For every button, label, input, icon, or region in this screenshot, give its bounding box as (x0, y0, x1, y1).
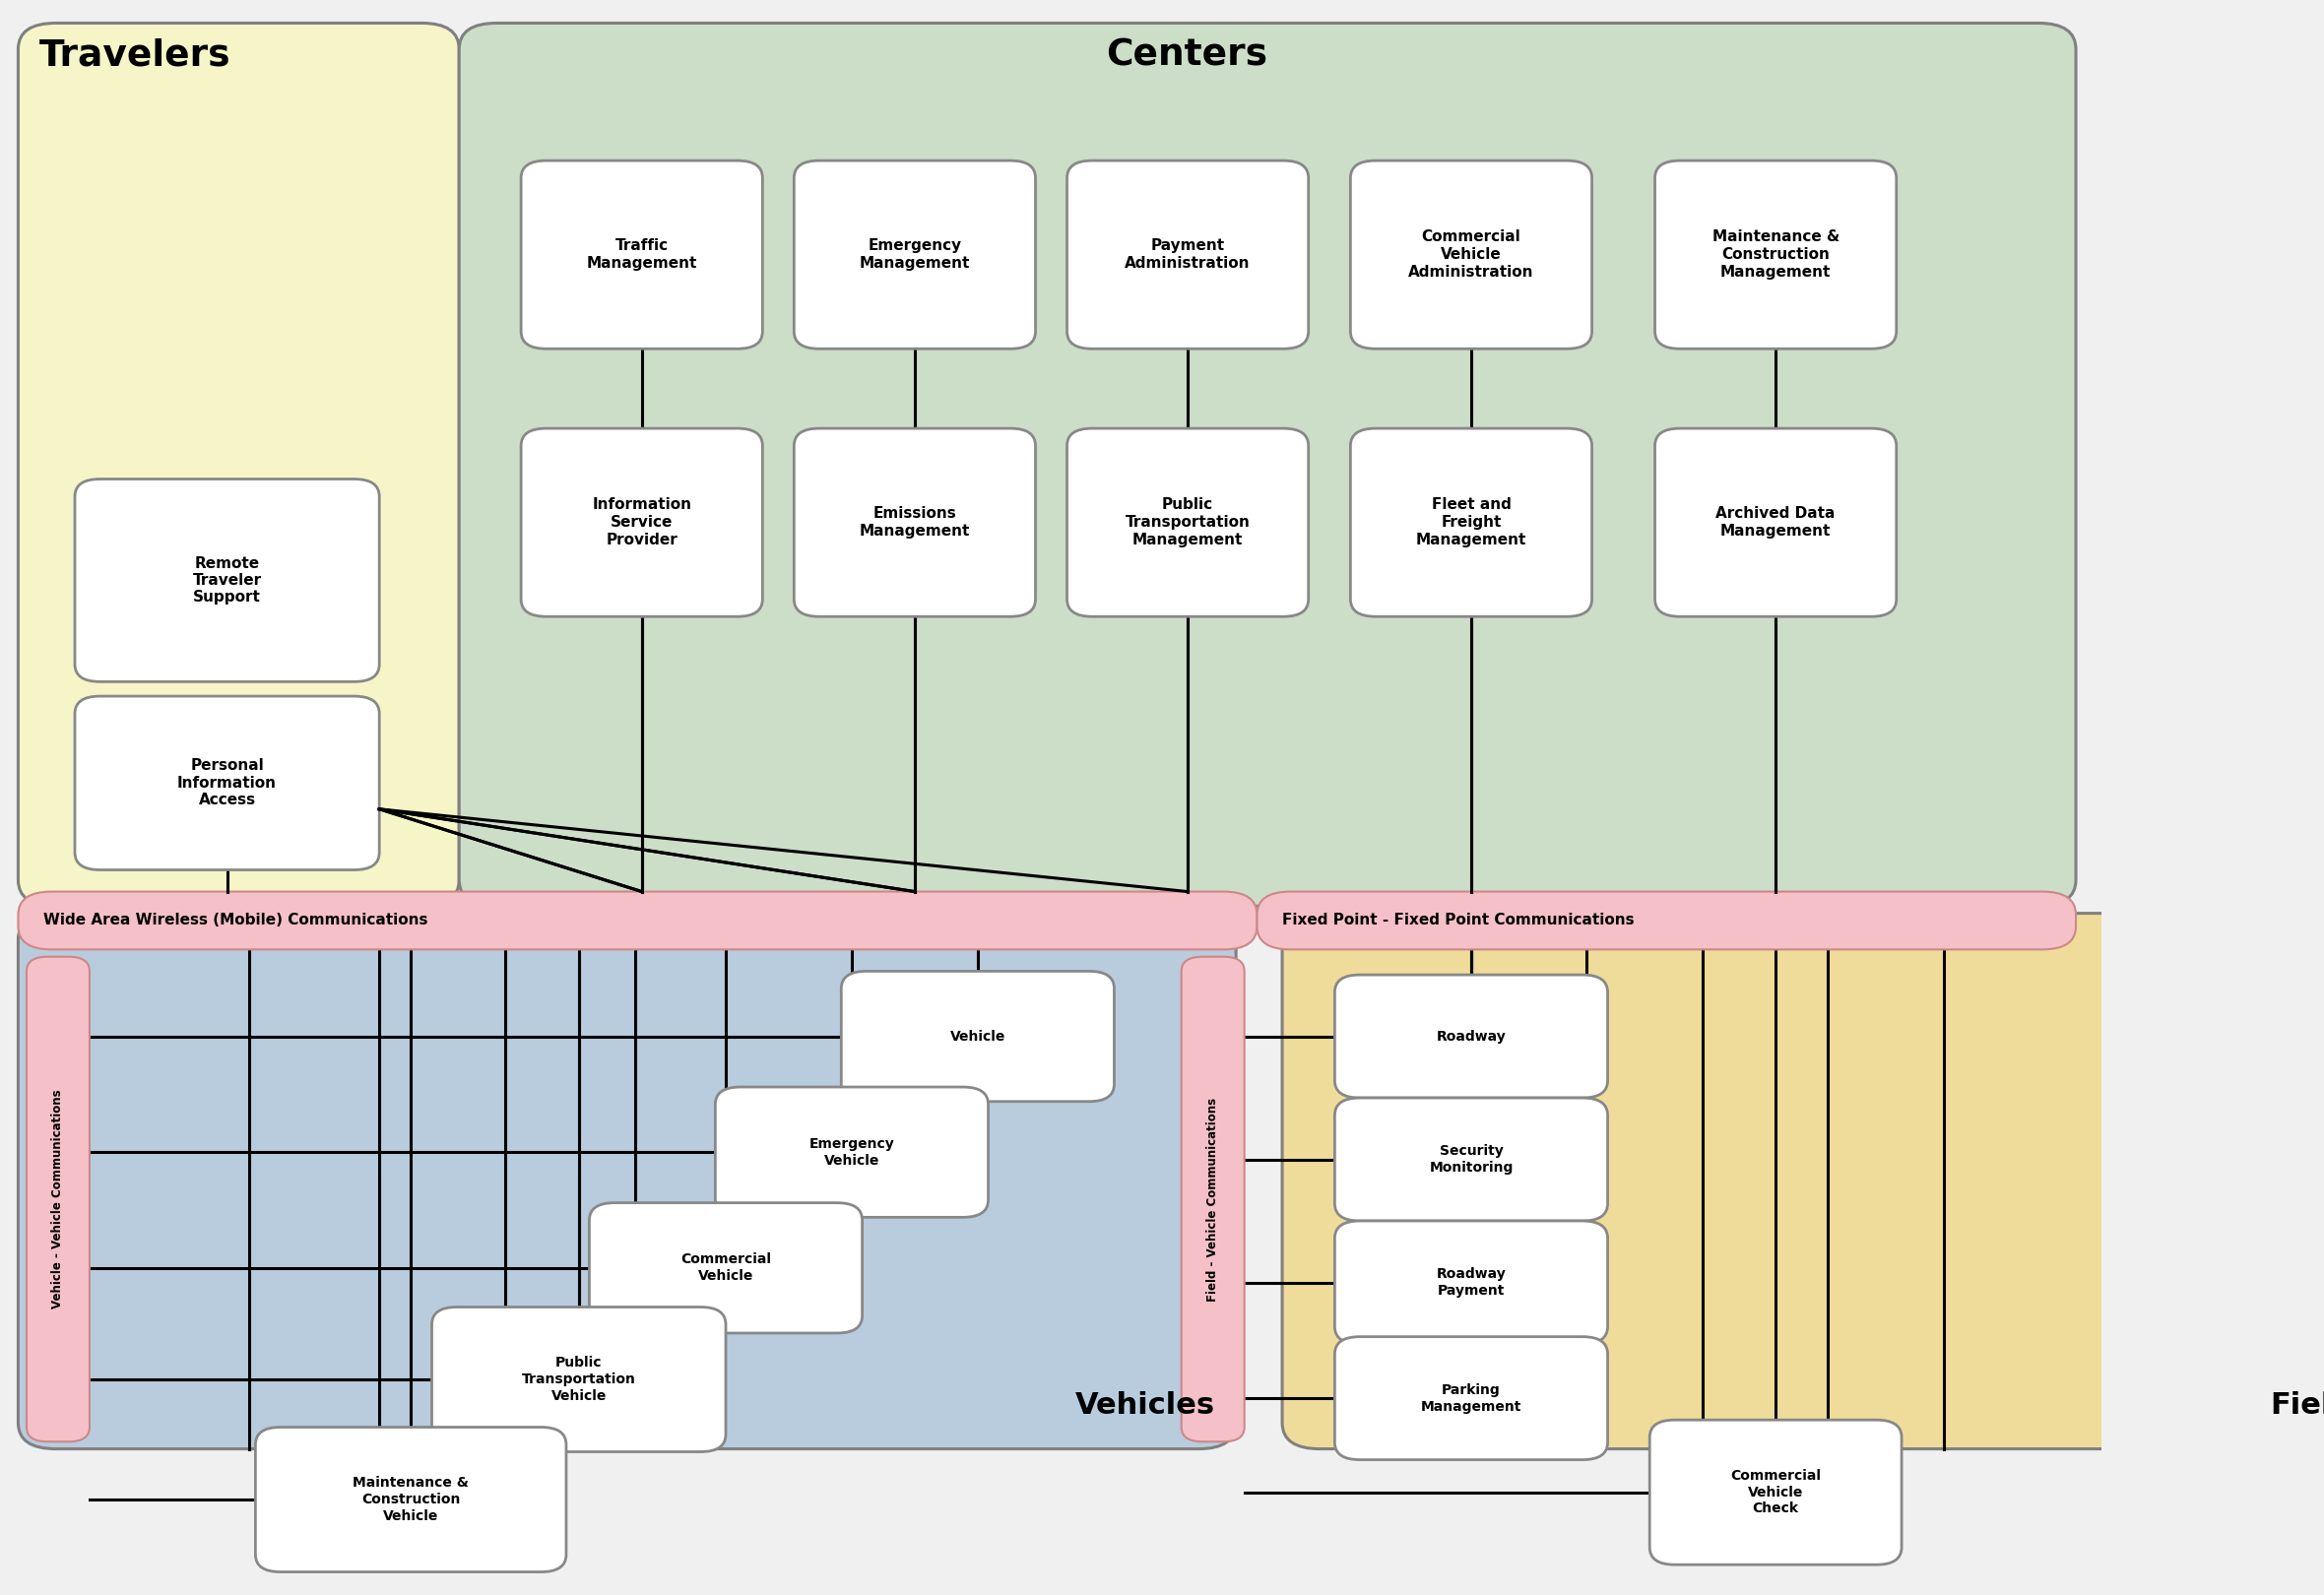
FancyBboxPatch shape (1334, 1220, 1608, 1345)
Text: Travelers: Travelers (40, 38, 230, 73)
Text: Maintenance &
Construction
Management: Maintenance & Construction Management (1713, 230, 1838, 279)
Text: Maintenance &
Construction
Vehicle: Maintenance & Construction Vehicle (353, 1475, 469, 1523)
FancyBboxPatch shape (1334, 1337, 1608, 1459)
Text: Field: Field (2271, 1391, 2324, 1420)
FancyBboxPatch shape (19, 914, 1236, 1448)
Text: Public
Transportation
Vehicle: Public Transportation Vehicle (523, 1356, 637, 1402)
Text: Wide Area Wireless (Mobile) Communications: Wide Area Wireless (Mobile) Communicatio… (44, 914, 428, 928)
Text: Fixed Point - Fixed Point Communications: Fixed Point - Fixed Point Communications (1283, 914, 1634, 928)
FancyBboxPatch shape (841, 971, 1113, 1102)
FancyBboxPatch shape (1181, 957, 1243, 1442)
FancyBboxPatch shape (1350, 161, 1592, 349)
FancyBboxPatch shape (1257, 892, 2075, 949)
Text: Roadway
Payment: Roadway Payment (1436, 1268, 1506, 1298)
FancyBboxPatch shape (1655, 161, 1896, 349)
Text: Commercial
Vehicle
Check: Commercial Vehicle Check (1731, 1469, 1822, 1515)
Text: Security
Monitoring: Security Monitoring (1429, 1144, 1513, 1174)
FancyBboxPatch shape (1283, 914, 2324, 1448)
Text: Emissions
Management: Emissions Management (860, 506, 969, 539)
FancyBboxPatch shape (1067, 161, 1308, 349)
Text: Field - Vehicle Communications: Field - Vehicle Communications (1206, 1097, 1220, 1302)
Text: Vehicles: Vehicles (1076, 1391, 1215, 1420)
FancyBboxPatch shape (432, 1306, 725, 1451)
Text: Emergency
Management: Emergency Management (860, 238, 969, 271)
FancyBboxPatch shape (74, 695, 379, 869)
Text: Roadway: Roadway (1436, 1029, 1506, 1043)
FancyBboxPatch shape (19, 892, 1257, 949)
Text: Commercial
Vehicle
Administration: Commercial Vehicle Administration (1408, 230, 1534, 279)
Text: Parking
Management: Parking Management (1420, 1383, 1522, 1413)
FancyBboxPatch shape (795, 429, 1037, 617)
FancyBboxPatch shape (1655, 429, 1896, 617)
FancyBboxPatch shape (1067, 429, 1308, 617)
Text: Remote
Traveler
Support: Remote Traveler Support (193, 555, 263, 605)
FancyBboxPatch shape (590, 1203, 862, 1333)
FancyBboxPatch shape (795, 161, 1037, 349)
Text: Fleet and
Freight
Management: Fleet and Freight Management (1415, 498, 1527, 547)
FancyBboxPatch shape (521, 429, 762, 617)
Text: Public
Transportation
Management: Public Transportation Management (1125, 498, 1250, 547)
FancyBboxPatch shape (19, 22, 460, 906)
Text: Personal
Information
Access: Personal Information Access (177, 759, 277, 807)
FancyBboxPatch shape (716, 1088, 988, 1217)
FancyBboxPatch shape (1334, 1097, 1608, 1220)
Text: Emergency
Vehicle: Emergency Vehicle (809, 1137, 895, 1168)
FancyBboxPatch shape (74, 478, 379, 681)
FancyBboxPatch shape (1650, 1420, 1901, 1565)
Text: Archived Data
Management: Archived Data Management (1715, 506, 1836, 539)
FancyBboxPatch shape (256, 1428, 567, 1573)
Text: Vehicle: Vehicle (951, 1029, 1006, 1043)
Text: Commercial
Vehicle: Commercial Vehicle (681, 1252, 772, 1282)
Text: Vehicle - Vehicle Communications: Vehicle - Vehicle Communications (51, 1089, 65, 1309)
Text: Centers: Centers (1106, 38, 1267, 73)
Text: Information
Service
Provider: Information Service Provider (593, 498, 693, 547)
Text: Payment
Administration: Payment Administration (1125, 238, 1250, 271)
FancyBboxPatch shape (521, 161, 762, 349)
FancyBboxPatch shape (1350, 429, 1592, 617)
FancyBboxPatch shape (460, 22, 2075, 906)
Text: Traffic
Management: Traffic Management (586, 238, 697, 271)
FancyBboxPatch shape (1334, 975, 1608, 1097)
FancyBboxPatch shape (26, 957, 91, 1442)
